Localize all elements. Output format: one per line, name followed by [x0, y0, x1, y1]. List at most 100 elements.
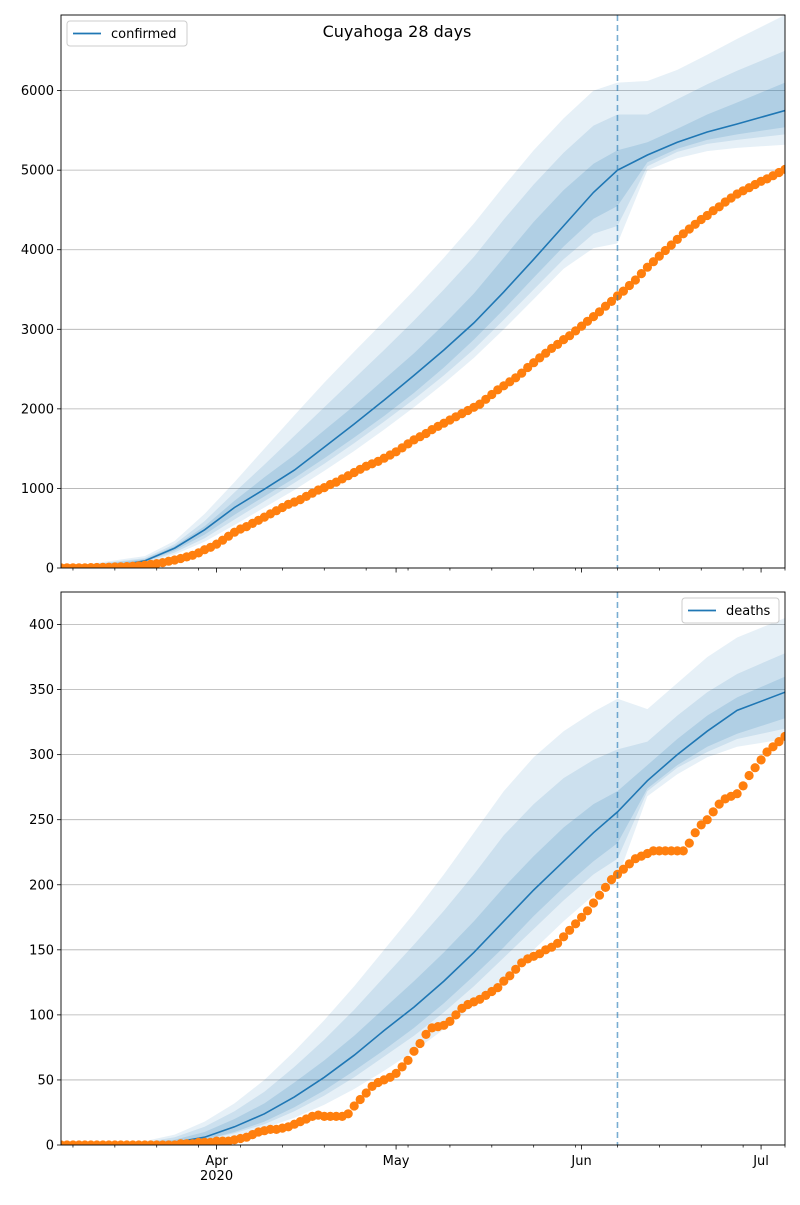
- observed-point: [505, 971, 515, 981]
- observed-point: [654, 251, 664, 261]
- axes-frame: [60, 591, 786, 1146]
- observed-point: [451, 1010, 461, 1020]
- x-tick-label: Apr 2020: [200, 1154, 233, 1184]
- axes-frame: [60, 14, 786, 569]
- y-tick-label: 400: [29, 618, 54, 633]
- figure-title: Cuyahoga 28 days: [323, 22, 472, 41]
- observed-point: [696, 820, 706, 830]
- observed-point: [684, 838, 694, 848]
- uncertainty-band-mid: [61, 653, 785, 1145]
- observed-point: [714, 799, 724, 809]
- y-tick-label: 5000: [21, 164, 54, 179]
- x-tick-label: Jun: [570, 1154, 591, 1169]
- observed-point: [636, 269, 647, 279]
- observed-point: [397, 1062, 407, 1072]
- observed-point: [571, 919, 581, 929]
- model-median-line: [61, 691, 785, 1145]
- observed-point: [445, 1016, 455, 1026]
- observed-point: [708, 807, 718, 817]
- uncertainty-band-inner: [61, 82, 785, 568]
- observed-point: [355, 1094, 365, 1105]
- observed-point: [415, 1038, 425, 1049]
- observed-point: [600, 882, 611, 893]
- x-tick-label: Jul: [752, 1154, 769, 1169]
- y-tick-label: 300: [29, 748, 54, 763]
- observed-point: [403, 1055, 413, 1065]
- y-tick-label: 0: [46, 1139, 54, 1154]
- observed-point: [666, 240, 676, 250]
- observed-point: [624, 280, 635, 291]
- y-tick-label: 350: [29, 683, 54, 698]
- plot-area: [61, 618, 785, 1145]
- uncertainty-band-outer: [61, 618, 785, 1145]
- observed-point: [642, 262, 653, 272]
- y-tick-label: 100: [29, 1008, 54, 1023]
- confirmed-panel: 0 1000 2000 3000 4000 5000 6000 confirmed: [21, 14, 786, 577]
- observed-point: [618, 864, 629, 874]
- uncertainty-band-mid: [61, 50, 785, 568]
- plot-area: [61, 15, 785, 568]
- uncertainty-band-outer: [61, 15, 785, 568]
- observed-point: [559, 932, 569, 942]
- observed-point: [499, 976, 509, 986]
- observed-point: [594, 307, 605, 317]
- observed-point: [702, 815, 712, 825]
- y-tick-label: 150: [29, 943, 54, 958]
- observed-point: [606, 296, 617, 306]
- y-tick-label: 4000: [21, 243, 54, 258]
- observed-point: [421, 1029, 431, 1039]
- observed-point: [768, 742, 778, 752]
- y-tick-label: 0: [46, 562, 54, 577]
- observed-point: [774, 737, 784, 747]
- observed-point: [780, 731, 785, 741]
- observed-point: [517, 368, 527, 378]
- y-tick-label: 1000: [21, 482, 54, 497]
- observed-point: [780, 164, 785, 174]
- observed-point: [618, 286, 629, 296]
- legend-box: [681, 597, 780, 624]
- observed-point: [762, 747, 772, 757]
- legend: confirmed: [66, 20, 188, 47]
- observed-point: [606, 875, 617, 885]
- observed-point: [391, 1068, 401, 1078]
- y-tick-label: 200: [29, 878, 54, 893]
- y-tick-label: 50: [37, 1073, 54, 1088]
- observed-point: [648, 257, 659, 267]
- observed-point: [630, 275, 641, 285]
- observed-point: [565, 925, 575, 935]
- observed-point: [750, 763, 760, 773]
- observed-point: [660, 245, 670, 256]
- deaths-panel: 0 50 100 150 200 250 300 350 400 Apr 2020 May Jun Jul…: [29, 591, 786, 1184]
- y-tick-label: 3000: [21, 323, 54, 338]
- observed-point: [678, 846, 688, 856]
- y-tick-label: 6000: [21, 84, 54, 99]
- observed-point: [511, 964, 521, 974]
- legend-box: [66, 20, 188, 47]
- y-tick-label: 2000: [21, 402, 54, 417]
- observed-point: [343, 1109, 353, 1119]
- observed-point: [732, 789, 742, 799]
- legend-label: confirmed: [111, 27, 177, 42]
- observed-point: [588, 898, 599, 908]
- uncertainty-band-inner: [61, 676, 785, 1145]
- y-tick-label: 250: [29, 813, 54, 828]
- legend: deaths: [681, 597, 780, 624]
- observed-point: [361, 1088, 371, 1098]
- observed-point: [349, 1101, 359, 1111]
- observed-point: [409, 1046, 419, 1056]
- observed-point: [744, 770, 754, 781]
- model-median-line: [61, 109, 785, 568]
- observed-point: [577, 912, 587, 922]
- observed-point: [690, 828, 700, 838]
- observed-point: [624, 859, 635, 869]
- legend-label: deaths: [726, 604, 771, 619]
- observed-point: [738, 781, 748, 791]
- observed-point: [756, 755, 766, 765]
- observed-point: [582, 906, 593, 916]
- observed-point: [493, 983, 503, 993]
- observed-point: [672, 234, 682, 244]
- observed-point: [553, 938, 563, 948]
